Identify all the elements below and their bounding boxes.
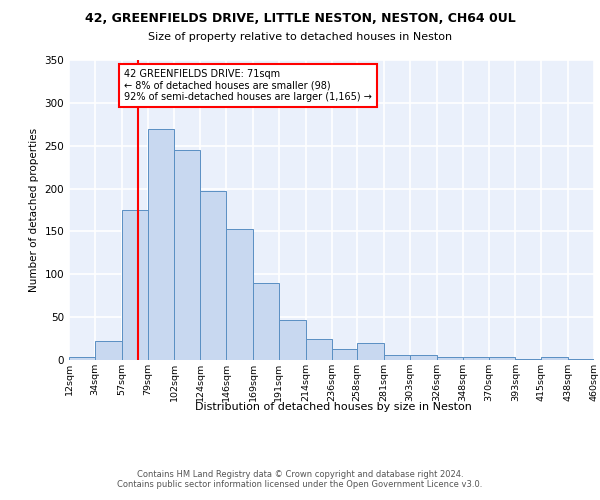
Text: Distribution of detached houses by size in Neston: Distribution of detached houses by size … <box>194 402 472 412</box>
Text: 42, GREENFIELDS DRIVE, LITTLE NESTON, NESTON, CH64 0UL: 42, GREENFIELDS DRIVE, LITTLE NESTON, NE… <box>85 12 515 26</box>
Bar <box>568 359 595 360</box>
Bar <box>541 358 568 360</box>
Text: Size of property relative to detached houses in Neston: Size of property relative to detached ho… <box>148 32 452 42</box>
Bar <box>488 356 515 360</box>
Bar <box>253 283 279 360</box>
Bar <box>437 358 463 360</box>
Bar <box>69 358 95 360</box>
Bar <box>148 128 175 360</box>
Bar <box>226 229 253 360</box>
Bar <box>357 343 384 360</box>
Bar <box>95 341 122 360</box>
Bar <box>175 150 200 360</box>
Bar <box>200 191 226 360</box>
Text: Contains HM Land Registry data © Crown copyright and database right 2024.
Contai: Contains HM Land Registry data © Crown c… <box>118 470 482 490</box>
Bar <box>331 349 357 360</box>
Bar <box>306 338 331 360</box>
Y-axis label: Number of detached properties: Number of detached properties <box>29 128 39 292</box>
Bar <box>122 210 148 360</box>
Bar <box>515 359 541 360</box>
Bar <box>384 355 410 360</box>
Bar <box>279 320 306 360</box>
Bar <box>410 355 437 360</box>
Bar <box>463 358 488 360</box>
Text: 42 GREENFIELDS DRIVE: 71sqm
← 8% of detached houses are smaller (98)
92% of semi: 42 GREENFIELDS DRIVE: 71sqm ← 8% of deta… <box>124 68 372 102</box>
